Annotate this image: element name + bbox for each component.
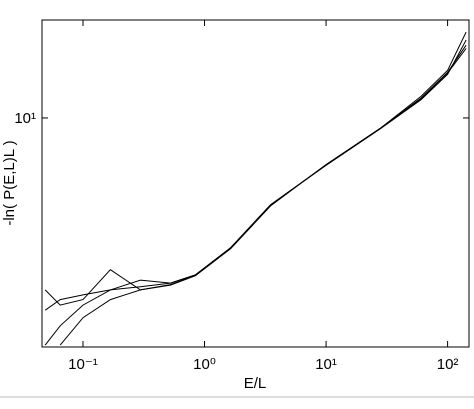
data-line [44, 44, 467, 311]
x-tick-label: 10⁰ [193, 356, 216, 373]
x-tick-label: 10¹ [315, 356, 337, 373]
x-tick-label: 10⁻¹ [68, 356, 98, 373]
data-line [44, 31, 467, 306]
plot-frame [41, 19, 470, 348]
x-axis-label: E/L [244, 375, 267, 392]
data-line [44, 39, 467, 346]
y-axis-label: -ln( P(E,L)L ) [1, 140, 18, 225]
y-tick-label: 10¹ [14, 110, 36, 127]
data-line [59, 48, 467, 346]
x-tick-label: 10² [437, 356, 459, 373]
